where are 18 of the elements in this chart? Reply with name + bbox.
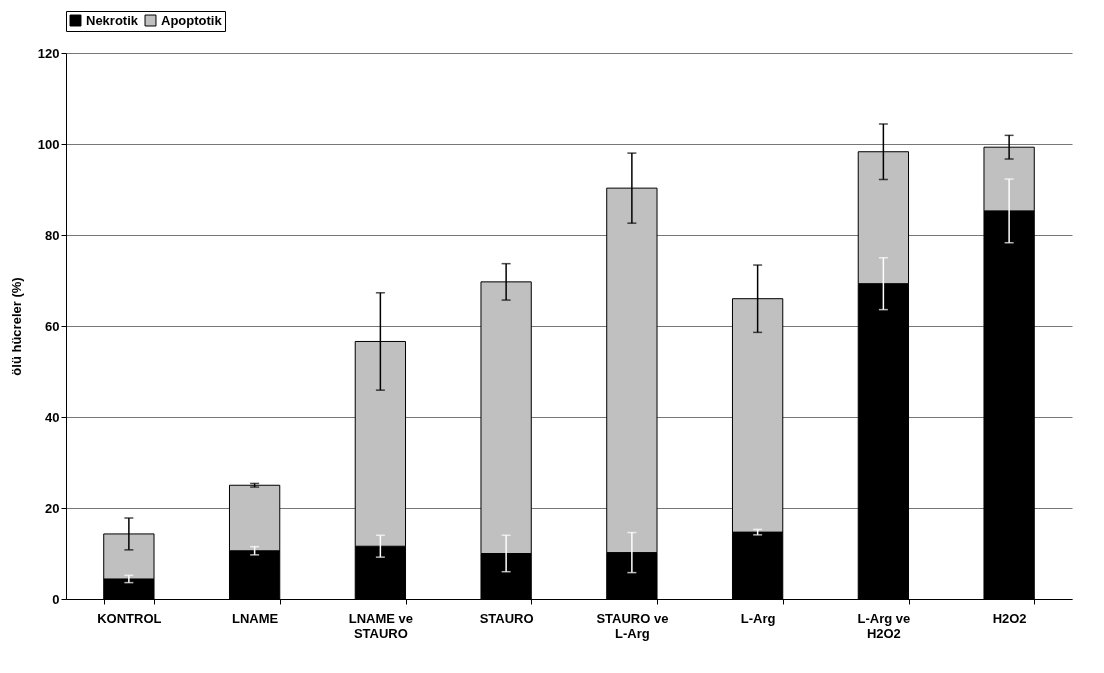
- x-tick-label: LNAME ve STAURO: [348, 610, 414, 641]
- x-tick-label: H2O2: [992, 610, 1027, 626]
- x-tick-label: KONTROL: [97, 610, 162, 626]
- y-tick-label: 0: [52, 591, 60, 607]
- y-tick-label: 20: [45, 500, 60, 516]
- y-tick-label: 40: [45, 409, 60, 425]
- x-tick-label: LNAME: [232, 610, 279, 626]
- y-tick-label: 100: [37, 136, 60, 152]
- y-axis-title: ölü hücreler (%): [8, 277, 24, 376]
- x-tick-label: STAURO: [479, 610, 534, 626]
- y-tick-label: 60: [45, 318, 60, 334]
- legend-label: Apoptotik: [161, 12, 223, 28]
- y-tick-label: 120: [37, 45, 60, 61]
- x-tick-label: L-Arg: [740, 610, 776, 626]
- x-tick-label: L-Arg ve H2O2: [857, 610, 911, 641]
- legend-label: Nekrotik: [86, 12, 139, 28]
- x-tick-label: STAURO ve L-Arg: [596, 610, 669, 641]
- y-tick-label: 80: [45, 227, 60, 243]
